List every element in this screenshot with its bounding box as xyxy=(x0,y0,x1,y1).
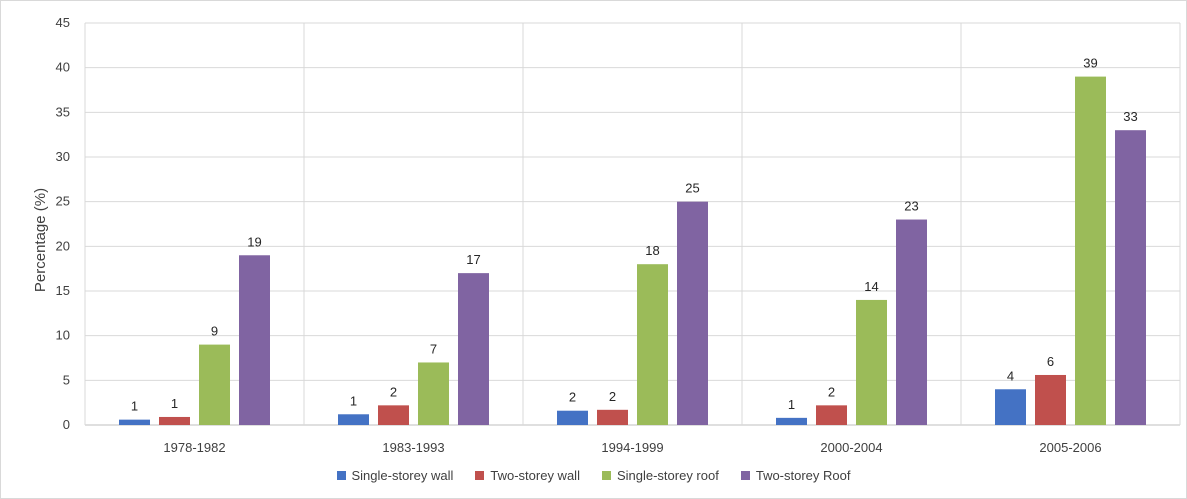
y-tick-label: 15 xyxy=(56,283,70,298)
bar xyxy=(995,389,1026,425)
bar xyxy=(1075,76,1106,425)
data-label: 18 xyxy=(645,243,659,258)
y-tick-label: 40 xyxy=(56,60,70,75)
x-tick-label: 2000-2004 xyxy=(820,440,882,455)
data-label: 17 xyxy=(466,252,480,267)
legend-swatch xyxy=(601,471,611,480)
legend-label: Two-storey wall xyxy=(490,468,580,483)
bar xyxy=(1035,374,1066,425)
data-label: 2 xyxy=(569,390,576,405)
legend-swatch xyxy=(740,471,750,480)
bar xyxy=(856,299,887,425)
legend-item: Two-storey wall xyxy=(475,468,580,483)
y-tick-label: 30 xyxy=(56,149,70,164)
y-tick-label: 5 xyxy=(63,372,70,387)
y-tick-label: 0 xyxy=(63,417,70,432)
data-label: 1 xyxy=(350,393,357,408)
data-label: 14 xyxy=(864,279,878,294)
y-tick-labels: 0 5 10 15 20 25 30 35 40 45 xyxy=(56,15,70,432)
bar xyxy=(378,405,409,425)
data-label: 25 xyxy=(685,181,699,196)
x-tick-label: 1983-1993 xyxy=(382,440,444,455)
y-tick-label: 10 xyxy=(56,328,70,343)
data-label: 39 xyxy=(1083,56,1097,71)
data-label: 1 xyxy=(171,396,178,411)
x-tick-label: 1978-1982 xyxy=(163,440,225,455)
data-label: 9 xyxy=(211,324,218,339)
data-label: 1 xyxy=(788,397,795,412)
data-label: 33 xyxy=(1123,109,1137,124)
data-label: 4 xyxy=(1007,368,1014,383)
x-tick-labels: 1978-1982 1983-1993 1994-1999 2000-2004 2005… xyxy=(163,440,1101,455)
bar xyxy=(119,419,150,425)
legend-label: Single-storey roof xyxy=(616,468,719,483)
data-label: 2 xyxy=(828,384,835,399)
data-label: 6 xyxy=(1047,354,1054,369)
bar xyxy=(597,409,628,425)
bar xyxy=(557,410,588,425)
y-tick-label: 25 xyxy=(56,194,70,209)
legend-swatch xyxy=(336,471,346,480)
data-label: 23 xyxy=(904,199,918,214)
y-tick-label: 20 xyxy=(56,238,70,253)
bar xyxy=(199,344,230,425)
bar xyxy=(338,414,369,425)
y-axis-label: Percentage (%) xyxy=(32,188,49,292)
bar xyxy=(637,264,668,425)
bar xyxy=(418,362,449,425)
legend-item: Two-storey Roof xyxy=(740,468,851,483)
bar xyxy=(239,255,270,425)
bar xyxy=(1115,130,1146,425)
data-label: 1 xyxy=(131,399,138,414)
legend-item: Single-storey wall xyxy=(336,468,454,483)
legend-label: Two-storey Roof xyxy=(755,468,851,483)
y-tick-label: 35 xyxy=(56,104,70,119)
bar xyxy=(458,273,489,425)
bar xyxy=(159,416,190,425)
bar xyxy=(677,201,708,425)
x-tick-label: 2005-2006 xyxy=(1039,440,1101,455)
y-tick-label: 45 xyxy=(56,15,70,30)
legend: Single-storey wall Two-storey wall Single-… xyxy=(0,468,1187,483)
bar xyxy=(816,405,847,425)
bar xyxy=(896,219,927,425)
x-tick-label: 1994-1999 xyxy=(601,440,663,455)
bar xyxy=(776,417,807,425)
bars xyxy=(119,76,1146,425)
legend-item: Single-storey roof xyxy=(601,468,719,483)
legend-swatch xyxy=(475,471,485,480)
data-label: 2 xyxy=(609,389,616,404)
data-label: 2 xyxy=(390,384,397,399)
data-label: 19 xyxy=(247,234,261,249)
legend-label: Single-storey wall xyxy=(351,468,454,483)
data-label: 7 xyxy=(430,341,437,356)
